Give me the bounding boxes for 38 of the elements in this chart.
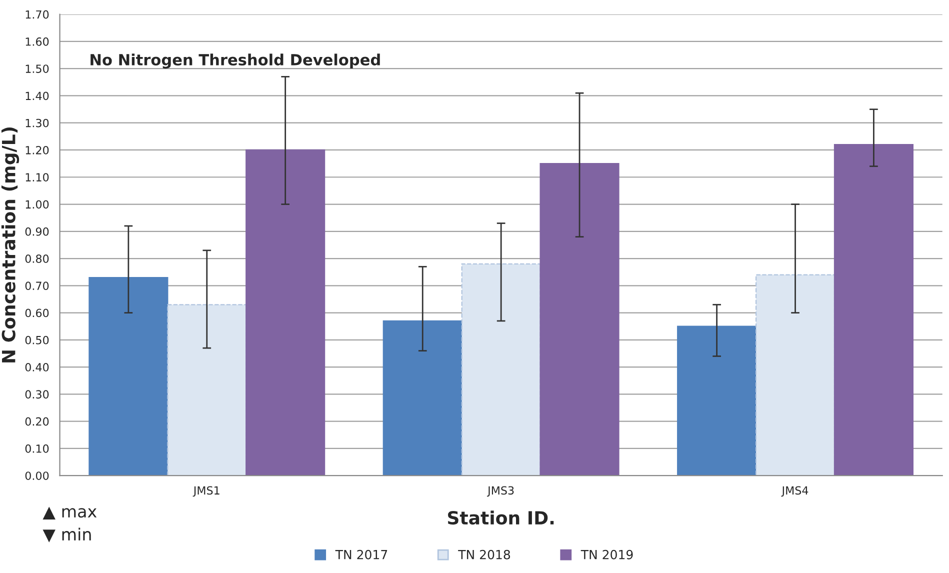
x-tick-label: JMS3 — [487, 486, 514, 497]
y-tick-label: 0.40 — [25, 363, 49, 372]
x-tick-label: JMS1 — [192, 486, 220, 497]
y-tick-label: 1.70 — [26, 10, 49, 19]
y-tick-label: 0.90 — [25, 227, 49, 236]
y-tick-label: 0.20 — [25, 417, 49, 426]
y-tick-label: 1.10 — [26, 173, 49, 182]
text: ▼ min — [42, 528, 91, 542]
y-tick-label: 0.60 — [25, 308, 49, 318]
y-axis-title: N Concentration (mg/L) — [1, 127, 20, 362]
y-tick-label: 1.40 — [26, 92, 49, 100]
annotation: No Nitrogen Threshold Developed — [90, 54, 380, 69]
y-tick-label: 0.70 — [25, 282, 49, 290]
bar — [167, 304, 247, 476]
x-axis-title: Station ID. — [448, 510, 554, 525]
y-tick-label: 0.00 — [25, 472, 49, 480]
bar — [834, 144, 914, 476]
y-tick-label: 0.10 — [25, 444, 49, 453]
y-tick-label: 1.30 — [26, 118, 49, 128]
y-tick-label: 1.50 — [26, 64, 49, 73]
legend-label: TN 2019 — [580, 550, 633, 560]
bar — [677, 326, 757, 476]
legend-label: TN 2018 — [458, 550, 510, 560]
y-tick-label: 1.00 — [26, 200, 49, 209]
bar — [88, 276, 168, 476]
y-tick-label: 0.80 — [25, 254, 49, 263]
y-tick-label: 0.50 — [25, 336, 49, 344]
bar — [540, 163, 620, 476]
legend-label: TN 2017 — [335, 550, 388, 560]
y-tick-label: 1.20 — [26, 146, 49, 154]
text: ▲ max — [42, 506, 97, 520]
bar — [755, 274, 836, 476]
y-tick-label: 1.60 — [26, 37, 49, 46]
y-tick-label: 0.30 — [25, 390, 49, 399]
bar — [382, 320, 462, 476]
x-tick-label: JMS4 — [781, 486, 808, 497]
bar — [246, 149, 326, 476]
bar — [461, 263, 541, 476]
